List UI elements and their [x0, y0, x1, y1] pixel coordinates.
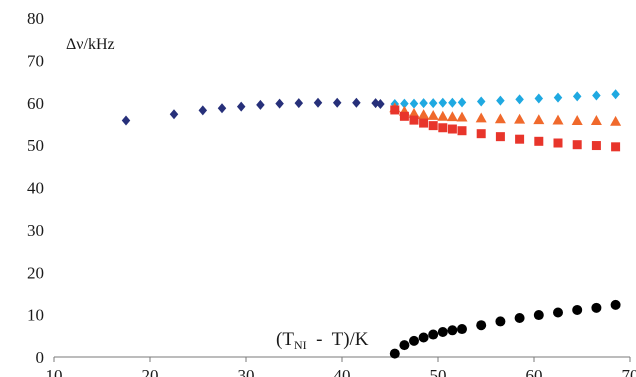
- series-4-square-point: [419, 118, 429, 128]
- y-axis-title: Δν/kHz: [66, 36, 115, 53]
- series-5-circle-point: [514, 313, 525, 324]
- series-2-diamond-point: [572, 91, 582, 102]
- series-4-square-point: [515, 134, 525, 144]
- x-tick-label: 40: [334, 366, 351, 377]
- series-3-triangle-point: [590, 115, 602, 125]
- x-tick-label: 20: [142, 366, 159, 377]
- series-2-diamond-point: [611, 89, 620, 100]
- series-3-triangle-point: [494, 113, 506, 124]
- series-5-circle-point: [428, 329, 439, 340]
- y-tick-label: 70: [27, 51, 44, 70]
- series-1-diamond-point: [169, 109, 179, 120]
- series-4-square-point: [553, 138, 563, 148]
- series-3-triangle-point: [456, 111, 468, 122]
- x-tick-label: 50: [430, 366, 447, 377]
- x-tick-label: 10: [46, 366, 63, 377]
- series-3-triangle-point: [418, 109, 430, 120]
- series-3-triangle-point: [427, 109, 439, 120]
- series-4-square-point: [611, 142, 621, 152]
- series-4-square-point: [457, 126, 467, 136]
- data-points: [121, 89, 622, 359]
- series-3-triangle-point: [437, 110, 449, 121]
- series-5-circle-point: [399, 340, 410, 351]
- x-tick-label: 70: [622, 366, 636, 377]
- series-1-diamond-point: [198, 105, 208, 116]
- series-1-diamond-point: [256, 99, 265, 110]
- series-5-circle-point: [533, 310, 544, 321]
- series-5-circle-point: [572, 304, 583, 315]
- series-2-diamond-point: [457, 97, 467, 108]
- series-1-diamond-point: [313, 97, 323, 108]
- series-5-circle-point: [476, 320, 487, 331]
- series-2-diamond-point: [496, 95, 505, 106]
- series-4-square-point: [572, 140, 582, 150]
- series-2-diamond-point: [448, 97, 457, 108]
- series-5-circle-point: [389, 348, 400, 359]
- series-4-square-point: [438, 123, 448, 133]
- series-2-diamond-point: [476, 96, 486, 107]
- y-tick-label: 60: [27, 94, 44, 113]
- series-2-diamond-point: [534, 93, 544, 104]
- series-5-circle-point: [610, 299, 621, 310]
- series-3-triangle-point: [446, 111, 458, 122]
- x-tick-label: 60: [526, 366, 543, 377]
- series-4-square-point: [447, 124, 457, 134]
- series-1-diamond-point: [352, 97, 361, 108]
- x-axis-title-rest: - T)/K: [307, 329, 369, 350]
- x-axis-title-subscript: NI: [294, 338, 307, 352]
- series-3-triangle-point: [571, 115, 583, 125]
- x-axis-title: (TNI - T)/K: [276, 329, 369, 352]
- y-tick-label: 0: [36, 348, 45, 367]
- y-tick-label: 10: [27, 306, 44, 325]
- series-2-diamond-point: [515, 94, 524, 105]
- y-tick-label: 30: [27, 221, 44, 240]
- series-2-diamond-point: [592, 90, 601, 101]
- series-2-diamond-point: [553, 92, 563, 103]
- series-2-diamond-point: [400, 98, 409, 109]
- series-3-triangle-point: [552, 114, 564, 125]
- y-tick-label: 50: [27, 136, 44, 155]
- series-2-diamond-point: [419, 98, 428, 109]
- series-5-circle-point: [495, 316, 506, 327]
- series-4-square-point: [390, 105, 400, 115]
- series-3-triangle-point: [533, 114, 545, 125]
- series-3-triangle-point: [610, 115, 622, 126]
- series-2-diamond-point: [428, 98, 438, 109]
- series-2-diamond-point: [409, 98, 419, 109]
- series-1-diamond-point: [294, 98, 304, 109]
- series-5-circle-point: [591, 302, 602, 313]
- series-4-square-point: [591, 141, 601, 151]
- series-3-triangle-point: [408, 107, 420, 118]
- x-tick-label: 30: [238, 366, 255, 377]
- series-1-diamond-point: [275, 98, 284, 109]
- series-5-circle-point: [409, 335, 419, 346]
- series-5-circle-point: [553, 307, 563, 318]
- series-4-square-point: [495, 132, 505, 142]
- series-4-square-point: [399, 111, 409, 121]
- series-1-diamond-point: [236, 101, 246, 112]
- x-axis-title-main: (T: [276, 329, 294, 350]
- y-tick-label: 80: [27, 9, 44, 28]
- series-5-circle-point: [457, 324, 467, 335]
- series-5-circle-point: [418, 332, 429, 343]
- series-4-square-point: [534, 136, 544, 146]
- series-3-triangle-point: [514, 113, 526, 124]
- series-1-diamond-point: [217, 103, 227, 114]
- series-5-circle-point: [437, 326, 448, 337]
- series-4-square-point: [409, 115, 419, 125]
- series-1-diamond-point: [121, 115, 131, 126]
- y-tick-label: 40: [27, 179, 44, 198]
- series-1-diamond-point: [376, 99, 385, 110]
- series-2-diamond-point: [438, 97, 448, 108]
- series-4-square-point: [476, 129, 486, 139]
- y-tick-label: 20: [27, 263, 44, 282]
- series-3-triangle-point: [475, 112, 487, 123]
- series-5-circle-point: [447, 325, 458, 336]
- series-4-square-point: [428, 121, 438, 131]
- series-1-diamond-point: [332, 97, 342, 108]
